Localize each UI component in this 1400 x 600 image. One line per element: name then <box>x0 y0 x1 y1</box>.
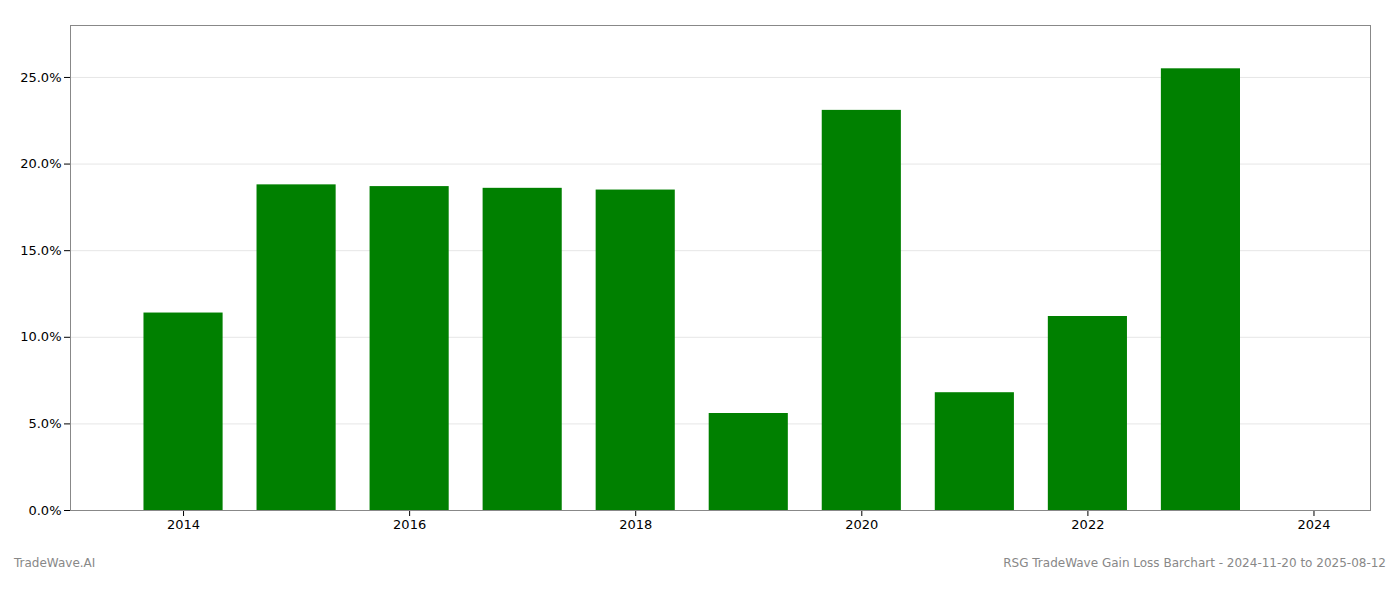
svg-text:2020: 2020 <box>845 517 878 532</box>
svg-text:2024: 2024 <box>1297 517 1330 532</box>
svg-text:2018: 2018 <box>619 517 652 532</box>
svg-text:2014: 2014 <box>167 517 200 532</box>
svg-text:0.0%: 0.0% <box>28 503 61 518</box>
svg-text:5.0%: 5.0% <box>28 416 61 431</box>
svg-text:10.0%: 10.0% <box>20 329 61 344</box>
svg-text:20.0%: 20.0% <box>20 156 61 171</box>
svg-text:2016: 2016 <box>393 517 426 532</box>
html-text:TradeWave.AI: TradeWave.AI <box>14 556 96 570</box>
html-text:RSG TradeWave Gain Loss Barcha: RSG TradeWave Gain Loss Barchart - 2024-… <box>1003 556 1386 570</box>
svg-text:25.0%: 25.0% <box>20 70 61 85</box>
svg-text:15.0%: 15.0% <box>20 243 61 258</box>
svg-text:2022: 2022 <box>1071 517 1104 532</box>
